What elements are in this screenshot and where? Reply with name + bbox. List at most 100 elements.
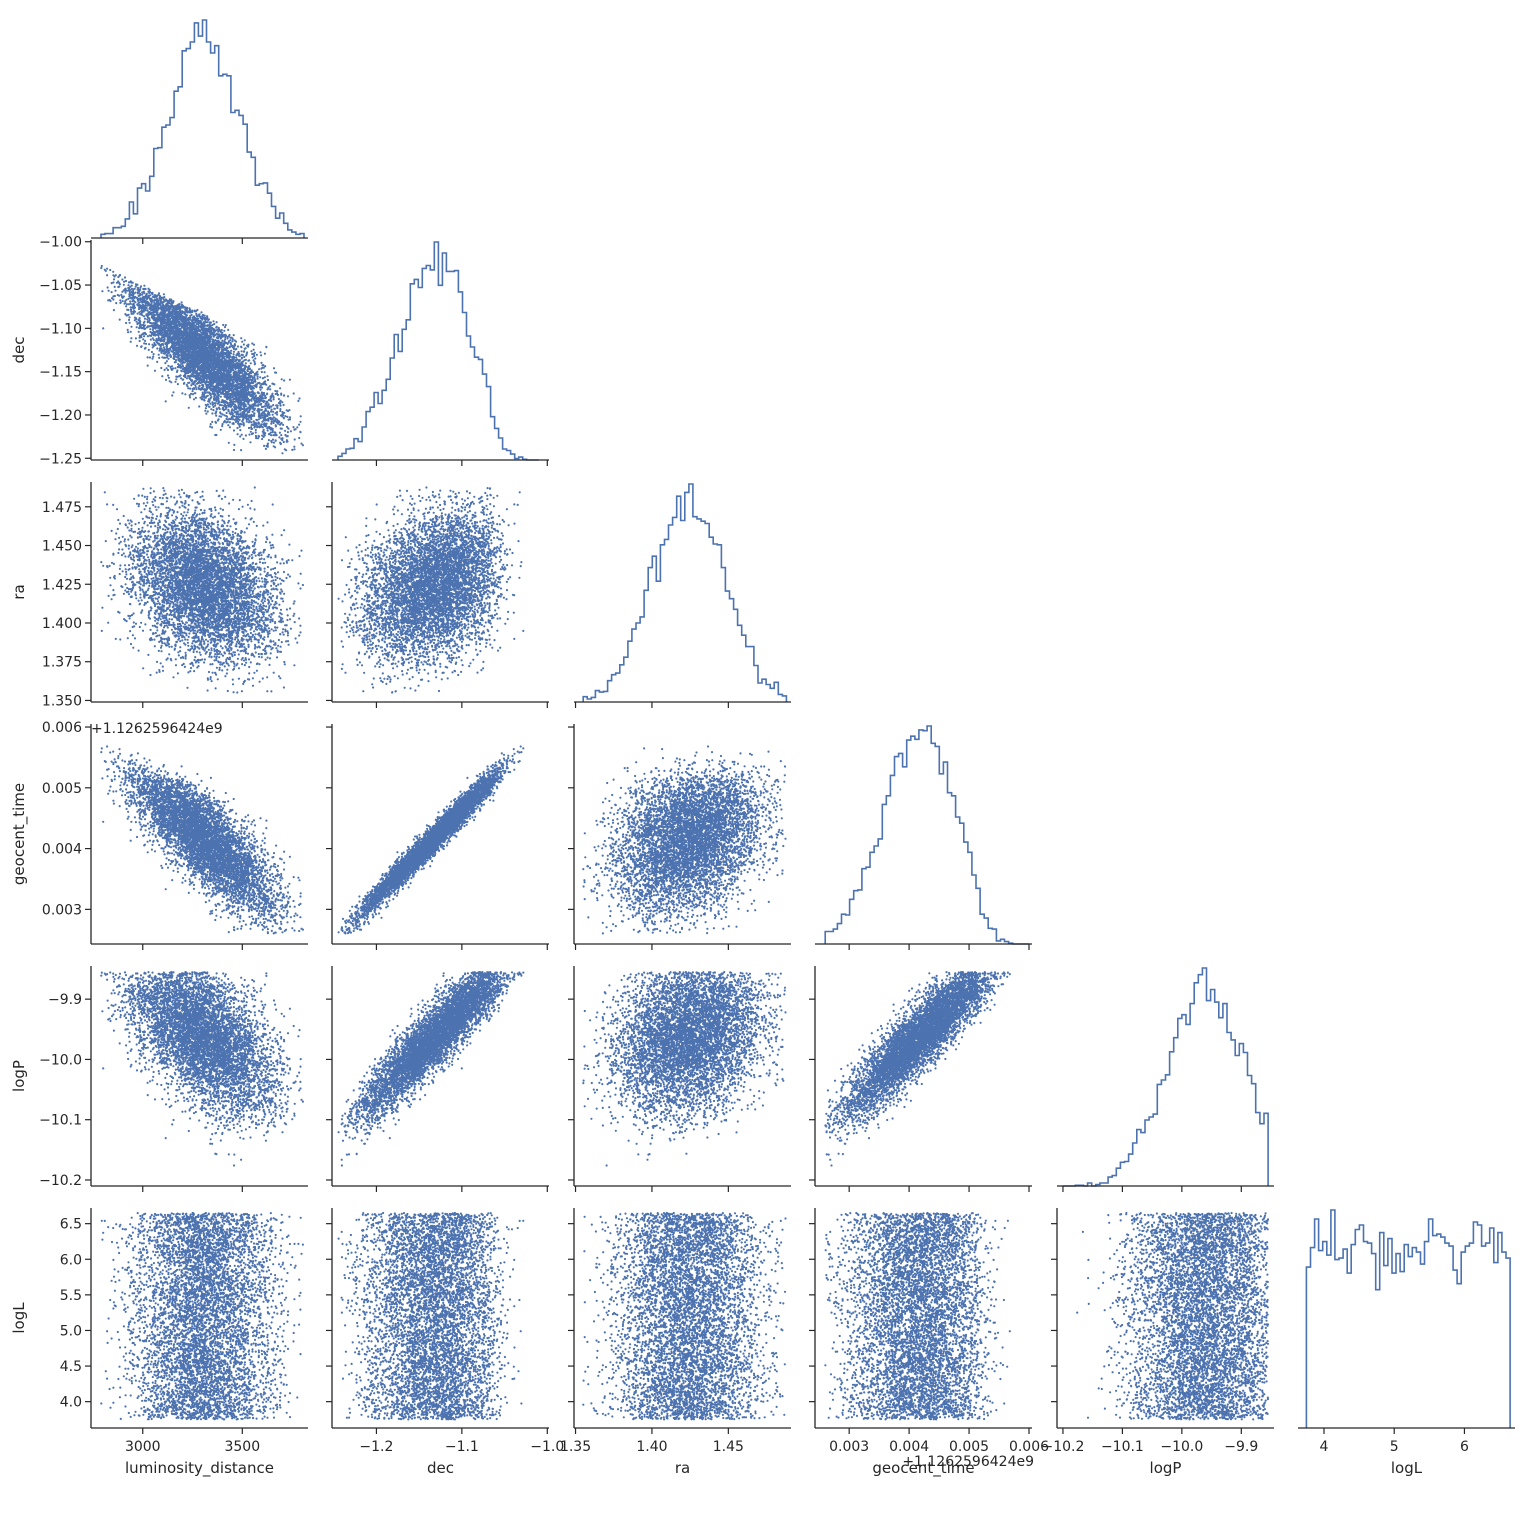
panel-logL-vs-logP: −10.2 −10.1 −10.0 −9.9 (1041, 1208, 1274, 1455)
panel-logL-vs-geocent_time: 0.003 0.004 0.005 0.006 (809, 1208, 1049, 1455)
x-tick-label: −10.2 (1041, 1439, 1084, 1455)
scatter-logL-vs-ra (582, 1211, 787, 1421)
y-axis-label-logL: logL (10, 1302, 28, 1334)
panel-geocent_time-vs-dec (326, 724, 549, 950)
y-axis-label-ra: ra (10, 584, 28, 599)
panel-logL-vs-luminosity_distance: 4.0 4.5 5.0 5.5 6.0 6.5 3000 3500 (60, 1208, 308, 1455)
hist-geocent_time (824, 725, 1029, 945)
panel-dec-vs-luminosity_distance: −1.25 −1.20 −1.15 −1.10 −1.05 −1.00 (39, 235, 308, 467)
scatter-logP-vs-luminosity_distance (100, 971, 304, 1167)
x-tick-label: 0.004 (889, 1439, 929, 1455)
y-tick-label: 1.475 (42, 500, 82, 516)
y-tick-label: −1.10 (39, 321, 82, 337)
x-tick-label: −9.9 (1224, 1439, 1258, 1455)
x-axis-label-dec: dec (427, 1459, 454, 1477)
panel-ra-vs-luminosity_distance: 1.350 1.375 1.400 1.425 1.450 1.475 (42, 482, 308, 709)
y-tick-label: 6.0 (60, 1252, 82, 1268)
y-tick-label: 1.350 (42, 693, 82, 709)
scatter-ra-vs-dec (337, 486, 525, 694)
scatter-logL-vs-dec (337, 1211, 525, 1421)
y-offset-text: +1.1262596424e9 (91, 721, 223, 737)
hist-logL (1305, 1209, 1511, 1428)
y-tick-label: 5.5 (60, 1288, 82, 1304)
x-tick-label: 0.003 (829, 1439, 869, 1455)
hist-luminosity_distance (100, 19, 305, 238)
hist-logP (1062, 967, 1269, 1187)
y-tick-label: 0.003 (42, 902, 82, 918)
x-offset-text: +1.1262596424e9 (902, 1454, 1034, 1470)
x-axis-label-luminosity_distance: luminosity_distance (125, 1459, 274, 1478)
x-tick-label: 1.45 (713, 1439, 744, 1455)
panel-logL-vs-dec: −1.2 −1.1 −1.0 (326, 1208, 564, 1455)
scatter-logL-vs-luminosity_distance (100, 1211, 304, 1421)
scatter-geocent_time-vs-dec (337, 745, 525, 935)
scatter-logL-vs-geocent_time (824, 1211, 1011, 1421)
panel-dec-vs-dec (332, 241, 549, 466)
panel-ra-vs-ra (574, 483, 791, 708)
scatter-logP-vs-ra (582, 971, 787, 1167)
x-tick-label: 1.40 (636, 1439, 667, 1455)
panel-logL-vs-logL: 4 5 6 (1298, 1209, 1515, 1455)
y-tick-label: −9.9 (48, 992, 82, 1008)
y-tick-label: −1.05 (39, 278, 82, 294)
x-tick-label: −1.0 (530, 1439, 564, 1455)
x-tick-label: −10.0 (1160, 1439, 1203, 1455)
scatter-geocent_time-vs-ra (582, 745, 787, 935)
y-tick-label: 0.006 (42, 720, 82, 736)
y-tick-label: −10.0 (39, 1052, 82, 1068)
x-tick-label: −1.2 (359, 1439, 393, 1455)
y-tick-label: 4.0 (60, 1395, 82, 1411)
scatter-logP-vs-dec (337, 971, 525, 1167)
y-tick-label: 6.5 (60, 1217, 82, 1233)
y-tick-label: 5.0 (60, 1323, 82, 1339)
x-axis-label-logP: logP (1150, 1459, 1182, 1477)
x-axis-label-ra: ra (675, 1459, 690, 1477)
panel-logP-vs-logP (1057, 967, 1274, 1192)
y-tick-label: 1.425 (42, 577, 82, 593)
y-tick-label: −1.25 (39, 451, 82, 467)
x-tick-label: 1.35 (560, 1439, 591, 1455)
y-tick-label: 1.400 (42, 616, 82, 632)
panel-geocent_time-vs-geocent_time (815, 725, 1032, 950)
x-tick-label: 0.005 (949, 1439, 989, 1455)
y-tick-label: −10.2 (39, 1173, 82, 1189)
x-tick-label: 3000 (125, 1439, 161, 1455)
x-axis-label-geocent_time: geocent_time (872, 1459, 974, 1478)
scatter-logP-vs-geocent_time (824, 971, 1011, 1167)
y-tick-label: 1.375 (42, 655, 82, 671)
scatter-ra-vs-luminosity_distance (100, 486, 304, 694)
y-axis-label-geocent_time: geocent_time (10, 783, 29, 885)
scatter-dec-vs-luminosity_distance (100, 264, 304, 455)
y-tick-label: 1.450 (42, 539, 82, 555)
panel-ra-vs-dec (326, 482, 549, 708)
panel-logP-vs-ra (568, 966, 791, 1192)
x-tick-label: 3500 (224, 1439, 260, 1455)
x-tick-label: 6 (1460, 1439, 1469, 1455)
scatter-geocent_time-vs-luminosity_distance (100, 745, 304, 935)
hist-ra (582, 483, 788, 702)
panel-logP-vs-geocent_time (809, 966, 1032, 1192)
panel-logP-vs-dec (326, 966, 549, 1192)
hist-dec (337, 241, 539, 461)
x-tick-label: −1.1 (445, 1439, 479, 1455)
panel-luminosity_distance-vs-luminosity_distance (91, 19, 308, 244)
y-axis-label-logP: logP (10, 1060, 28, 1092)
y-tick-label: 4.5 (60, 1359, 82, 1375)
y-tick-label: −1.20 (39, 408, 82, 424)
x-tick-label: 5 (1390, 1439, 1399, 1455)
panel-logP-vs-luminosity_distance: −10.2 −10.1 −10.0 −9.9 (39, 966, 308, 1192)
y-tick-label: −10.1 (39, 1113, 82, 1129)
x-tick-label: 4 (1320, 1439, 1329, 1455)
panel-logL-vs-ra: 1.35 1.40 1.45 (560, 1208, 791, 1455)
y-tick-label: 0.004 (42, 842, 82, 858)
x-tick-label: −10.1 (1101, 1439, 1144, 1455)
y-tick-label: −1.00 (39, 235, 82, 251)
panel-geocent_time-vs-ra (568, 724, 791, 950)
scatter-logL-vs-logP (1076, 1211, 1270, 1421)
x-axis-label-logL: logL (1391, 1459, 1423, 1477)
y-tick-label: 0.005 (42, 781, 82, 797)
panel-geocent_time-vs-luminosity_distance: 0.003 0.004 0.005 0.006 (42, 720, 308, 950)
y-axis-label-dec: dec (10, 337, 28, 364)
y-tick-label: −1.15 (39, 365, 82, 381)
